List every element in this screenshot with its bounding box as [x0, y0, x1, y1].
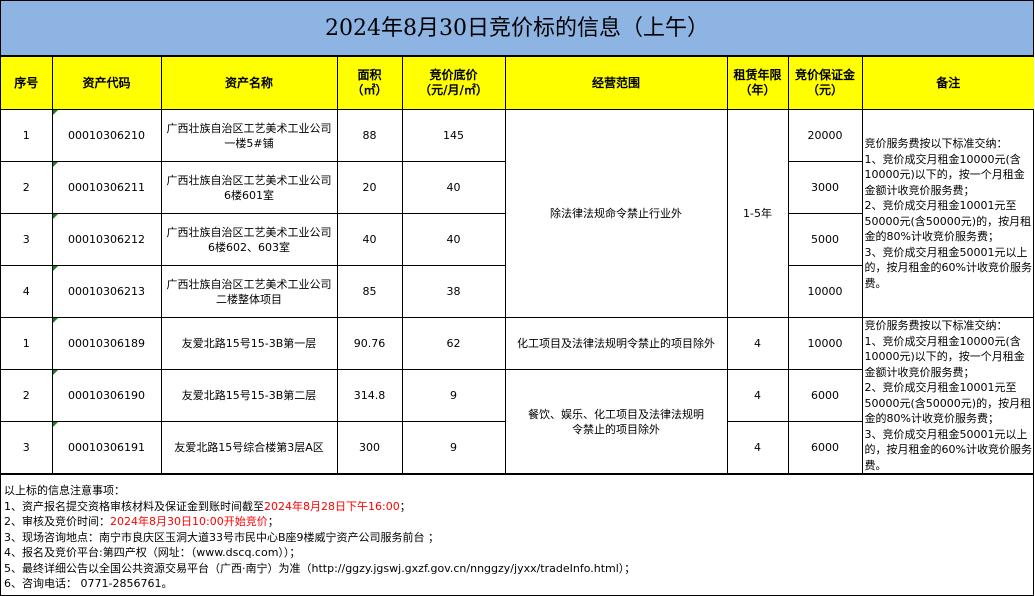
- note-3: 3、现场咨询地点：南宁市良庆区玉洞大道33号市民中心B座9楼威宁资产公司服务前台…: [4, 530, 440, 544]
- table-row: 3 00010306212 广西壮族自治区工艺美术工业公司6楼602、603室 …: [1, 213, 1034, 266]
- cell-deposit: 10000: [787, 317, 863, 370]
- cell-no: 1: [1, 317, 53, 370]
- cell-area: 85: [336, 265, 403, 318]
- cell-name: 友爱北路15号15-3B第二层: [160, 369, 338, 422]
- cell-deposit: 20000: [787, 109, 863, 162]
- cell-scope: 餐饮、娱乐、化工项目及法律法规明令禁止的项目除外: [504, 369, 728, 474]
- note-1-suffix: ；: [399, 499, 411, 513]
- table-row: 3 00010306191 友爱北路15号综合楼第3层A区 300 9 4 60…: [1, 421, 1034, 474]
- cell-no: 4: [1, 265, 53, 318]
- cell-name: 广西壮族自治区工艺美术工业公司6楼601室: [160, 161, 338, 214]
- header-price: 竞价底价 （元/月/㎡）: [401, 56, 506, 110]
- cell-lease: 4: [726, 317, 789, 370]
- note-2-suffix: ；: [267, 515, 279, 528]
- cell-no: 2: [1, 161, 53, 214]
- cell-no: 1: [1, 109, 53, 162]
- note-6: 6、咨询电话： 0771-2856761。: [4, 577, 173, 590]
- header-code: 资产代码: [51, 56, 162, 110]
- cell-price: 62: [401, 317, 506, 370]
- cell-name: 广西壮族自治区工艺美术工业公司一楼5#铺: [160, 109, 338, 162]
- cell-lease: 4: [726, 369, 789, 422]
- header-remark: 备注: [861, 56, 1034, 110]
- cell-code: 00010306212: [51, 213, 162, 266]
- note-2-text: 2、审核及竞价时间：: [4, 515, 110, 528]
- cell-deposit: 6000: [787, 369, 862, 422]
- note-1-text: 1、资产报名提交资格审核材料及保证金到账时间截至: [4, 499, 264, 513]
- cell-name: 广西壮族自治区工艺美术工业公司6楼602、603室: [160, 213, 338, 266]
- cell-price: 40: [401, 161, 506, 214]
- header-scope: 经营范围: [504, 56, 728, 110]
- cell-code: 00010306213: [51, 265, 162, 318]
- cell-scope: 化工项目及法律法规明令禁止的项目除外: [504, 317, 728, 370]
- cell-code: 00010306210: [51, 109, 162, 162]
- cell-code: 00010306191: [51, 421, 162, 474]
- auction-table: 序号 资产代码 资产名称 面积 （㎡） 竞价底价 （元/月/㎡） 经营范围 租赁…: [1, 56, 1034, 474]
- table-row: 1 00010306210 广西壮族自治区工艺美术工业公司一楼5#铺 88 14…: [1, 109, 1034, 318]
- header-area: 面积 （㎡）: [336, 56, 403, 110]
- cell-name: 友爱北路15号综合楼第3层A区: [160, 421, 338, 474]
- header-no: 序号: [1, 56, 53, 110]
- cell-scope: 除法律法规命令禁止行业外: [504, 109, 728, 318]
- cell-price: 38: [401, 265, 506, 318]
- cell-deposit: 10000: [787, 265, 862, 318]
- cell-price: 40: [401, 213, 506, 266]
- cell-remark: 竞价服务费按以下标准交纳： 1、竞价成交月租金10000元(含10000元)以下…: [861, 109, 1034, 318]
- cell-deposit: 6000: [787, 421, 862, 474]
- page-title: 2024年8月30日竞价标的信息（上午）: [1, 1, 1033, 56]
- cell-no: 3: [1, 213, 53, 266]
- cell-name: 广西壮族自治区工艺美术工业公司二楼整体项目: [160, 265, 338, 318]
- note-2-time: 2024年8月30日10:00开始竞价: [110, 515, 268, 528]
- cell-price: 9: [401, 421, 506, 474]
- cell-price: 9: [401, 369, 506, 422]
- note-1-deadline: 2024年8月28日下午16:00: [264, 499, 400, 513]
- note-1: 1、资产报名提交资格审核材料及保证金到账时间截至2024年8月28日下午16:0…: [4, 499, 1030, 515]
- cell-area: 40: [336, 213, 403, 266]
- note-2: 2、审核及竞价时间：2024年8月30日10:00开始竞价；: [4, 514, 1030, 530]
- note-4: 4、报名及竞价平台:第四产权（网址：（www.dscq.com））；: [4, 546, 301, 559]
- header-lease: 租赁年限 （年）: [726, 56, 789, 110]
- cell-no: 2: [1, 369, 53, 422]
- cell-remark: 竞价服务费按以下标准交纳： 1、竞价成交月租金10000元(含10000元)以下…: [861, 317, 1034, 474]
- cell-lease: 1-5年: [726, 109, 789, 318]
- notes-heading: 以上标的信息注意事项：: [4, 484, 125, 497]
- cell-area: 300: [336, 421, 403, 474]
- table-row: 1 00010306189 友爱北路15号15-3B第一层 90.76 62 化…: [1, 317, 1034, 474]
- cell-area: 88: [336, 109, 403, 162]
- cell-deposit: 5000: [787, 213, 862, 266]
- cell-code: 00010306190: [51, 369, 162, 422]
- cell-deposit: 3000: [787, 161, 862, 214]
- cell-no: 3: [1, 421, 53, 474]
- header-row: 序号 资产代码 资产名称 面积 （㎡） 竞价底价 （元/月/㎡） 经营范围 租赁…: [1, 56, 1034, 110]
- notes-section: 以上标的信息注意事项： 1、资产报名提交资格审核材料及保证金到账时间截至2024…: [1, 474, 1033, 595]
- cell-lease: 4: [726, 421, 789, 474]
- cell-name: 友爱北路15号15-3B第一层: [160, 317, 338, 370]
- cell-price: 145: [401, 109, 506, 162]
- header-deposit: 竞价保证金 （元）: [787, 56, 863, 110]
- cell-code: 00010306189: [51, 317, 162, 370]
- note-5: 5、最终详细公告以全国公共资源交易平台（广西·南宁）为准（http://ggzy…: [4, 561, 636, 575]
- cell-area: 20: [336, 161, 403, 214]
- cell-area: 314.8: [336, 369, 403, 422]
- cell-area: 90.76: [336, 317, 403, 370]
- header-name: 资产名称: [160, 56, 338, 110]
- cell-code: 00010306211: [51, 161, 162, 214]
